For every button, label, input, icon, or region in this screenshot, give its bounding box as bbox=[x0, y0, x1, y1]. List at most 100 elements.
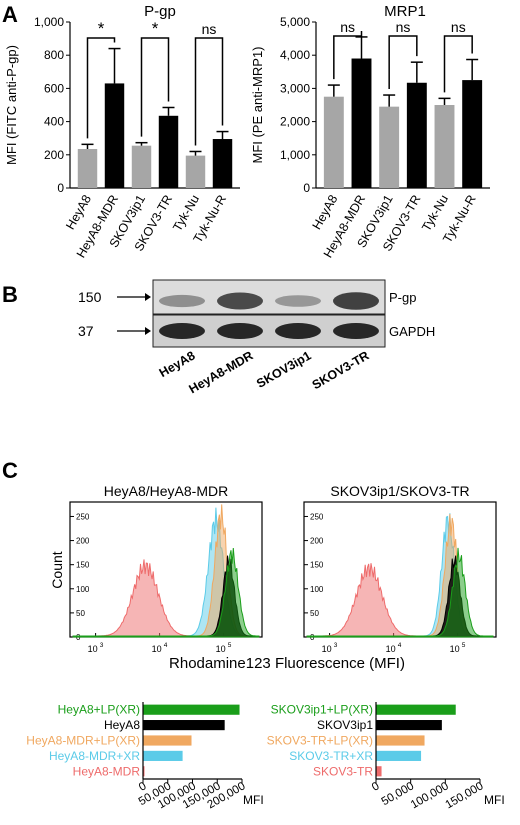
y-tick-label: 1,000 bbox=[280, 148, 310, 162]
y-tick-label: 50 bbox=[310, 609, 319, 618]
y-tick-label: 0 bbox=[57, 181, 64, 195]
y-tick-label: 150 bbox=[76, 561, 90, 570]
bar bbox=[158, 115, 179, 188]
mfi-bar bbox=[143, 704, 240, 715]
bar bbox=[131, 145, 152, 188]
x-tick-label: 10 bbox=[152, 644, 162, 654]
mfi-bar bbox=[143, 720, 225, 731]
mfi-bar bbox=[143, 735, 192, 746]
significance-bracket bbox=[388, 35, 418, 90]
x-tick-exponent: 3 bbox=[100, 642, 104, 649]
significance-bracket bbox=[443, 35, 473, 93]
x-tick-label: 10 bbox=[386, 644, 396, 654]
blot-band bbox=[275, 323, 321, 339]
histogram-heya8-lp-xr- bbox=[72, 548, 260, 638]
size-marker: 150 bbox=[78, 289, 102, 305]
x-axis-label: MFI bbox=[484, 793, 505, 807]
x-tick-label: 150,000 bbox=[443, 780, 485, 811]
y-tick-label: 50 bbox=[76, 609, 85, 618]
band-label: GAPDH bbox=[389, 324, 435, 339]
size-marker: 37 bbox=[78, 323, 94, 339]
y-tick-label: 200 bbox=[44, 148, 64, 162]
x-tick-label: 10 bbox=[216, 644, 226, 654]
y-axis-label: MFI (PE anti-MRP1) bbox=[250, 46, 265, 163]
y-tick-label: 150 bbox=[310, 561, 324, 570]
mfi-left-bar-chart: HeyA8+LP(XR)HeyA8HeyA8-MDR+LP(XR)HeyA8-M… bbox=[26, 702, 264, 811]
y-tick-label: 200 bbox=[76, 537, 90, 546]
bar bbox=[434, 105, 455, 188]
western-blot: 150 P-gp 37 GAPDH HeyA8HeyA8-MDRSKOV3ip1SKOV… bbox=[78, 279, 435, 396]
y-tick-label: 800 bbox=[44, 48, 64, 62]
significance-mark: ns bbox=[340, 19, 355, 35]
x-tick-exponent: 4 bbox=[164, 642, 168, 649]
lane-label: SKOV3ip1 bbox=[254, 348, 313, 390]
mfi-category-label: SKOV3-TR+XR bbox=[289, 749, 373, 763]
mfi-category-label: HeyA8 bbox=[104, 718, 140, 732]
y-tick-label: 1,000 bbox=[34, 15, 64, 29]
blot-band bbox=[333, 323, 379, 339]
mfi-category-label: SKOV3ip1 bbox=[317, 718, 373, 732]
bar bbox=[379, 106, 400, 188]
y-axis-label: MFI (FITC anti-P-gp) bbox=[4, 45, 19, 165]
y-tick-label: 400 bbox=[44, 115, 64, 129]
blot-band bbox=[159, 323, 205, 339]
mfi-bar bbox=[376, 704, 456, 715]
panel-letter-b: B bbox=[2, 282, 18, 307]
y-axis-label: Count bbox=[49, 551, 65, 588]
blot-band bbox=[217, 323, 263, 339]
y-tick-label: 250 bbox=[310, 512, 324, 521]
significance-mark: ns bbox=[202, 21, 217, 37]
significance-mark: ns bbox=[396, 19, 411, 35]
panel-letter-c: C bbox=[2, 458, 18, 483]
blot-band bbox=[159, 294, 205, 308]
mfi-category-label: HeyA8+LP(XR) bbox=[58, 703, 140, 717]
mfi-category-label: HeyA8-MDR+XR bbox=[49, 749, 140, 763]
lane-label: SKOV3-TR bbox=[310, 348, 372, 392]
y-tick-label: 600 bbox=[44, 81, 64, 95]
histogram-subtitle: SKOV3ip1/SKOV3-TR bbox=[330, 483, 469, 499]
lane-label: HeyA8 bbox=[157, 348, 198, 380]
mfi-category-label: SKOV3-TR+LP(XR) bbox=[267, 734, 373, 748]
y-tick-label: 100 bbox=[310, 585, 324, 594]
y-tick-label: 100 bbox=[76, 585, 90, 594]
x-tick-exponent: 3 bbox=[334, 642, 338, 649]
chart-title: MRP1 bbox=[384, 3, 426, 20]
x-tick-label: 0 bbox=[137, 780, 149, 794]
bar bbox=[406, 82, 427, 188]
bar bbox=[77, 148, 98, 188]
mfi-category-label: HeyA8-MDR bbox=[73, 764, 141, 778]
mrp1-bar-chart: 0 1,000 2,000 3,000 4,000 5,000 MRP1 MFI (PE an… bbox=[250, 3, 490, 260]
x-tick-label: 10 bbox=[88, 644, 98, 654]
mfi-bar bbox=[143, 766, 145, 777]
x-tick-label: 10 bbox=[450, 644, 460, 654]
x-tick-label: 10 bbox=[322, 644, 332, 654]
x-tick-label: 100,000 bbox=[409, 780, 451, 811]
blot-band bbox=[333, 292, 379, 310]
histogram-subtitle: HeyA8/HeyA8-MDR bbox=[104, 483, 228, 499]
lane-label: HeyA8-MDR bbox=[187, 348, 256, 396]
x-axis-label: MFI bbox=[243, 793, 264, 807]
y-tick-label: 0 bbox=[303, 181, 310, 195]
mfi-bar bbox=[376, 750, 422, 761]
mfi-category-label: HeyA8-MDR+LP(XR) bbox=[26, 734, 140, 748]
bar bbox=[185, 155, 206, 188]
y-tick-label: 3,000 bbox=[280, 81, 310, 95]
mfi-bar bbox=[376, 720, 442, 731]
mfi-bar bbox=[376, 735, 425, 746]
x-tick-exponent: 4 bbox=[398, 642, 402, 649]
x-axis-label: Rhodamine123 Fluorescence (MFI) bbox=[169, 655, 405, 672]
bar bbox=[351, 58, 372, 188]
significance-mark: * bbox=[98, 19, 105, 38]
blot-band bbox=[217, 292, 263, 310]
bar bbox=[104, 83, 125, 188]
marker-arrow-head bbox=[145, 327, 151, 335]
y-tick-label: 2,000 bbox=[280, 115, 310, 129]
bar bbox=[323, 96, 344, 188]
band-label: P-gp bbox=[389, 290, 416, 305]
y-tick-label: 4,000 bbox=[280, 48, 310, 62]
histogram-skov3ip1-lp-xr- bbox=[306, 547, 494, 638]
significance-bracket bbox=[194, 37, 224, 146]
significance-bracket bbox=[140, 37, 170, 137]
mfi-category-label: SKOV3ip1+LP(XR) bbox=[271, 703, 373, 717]
